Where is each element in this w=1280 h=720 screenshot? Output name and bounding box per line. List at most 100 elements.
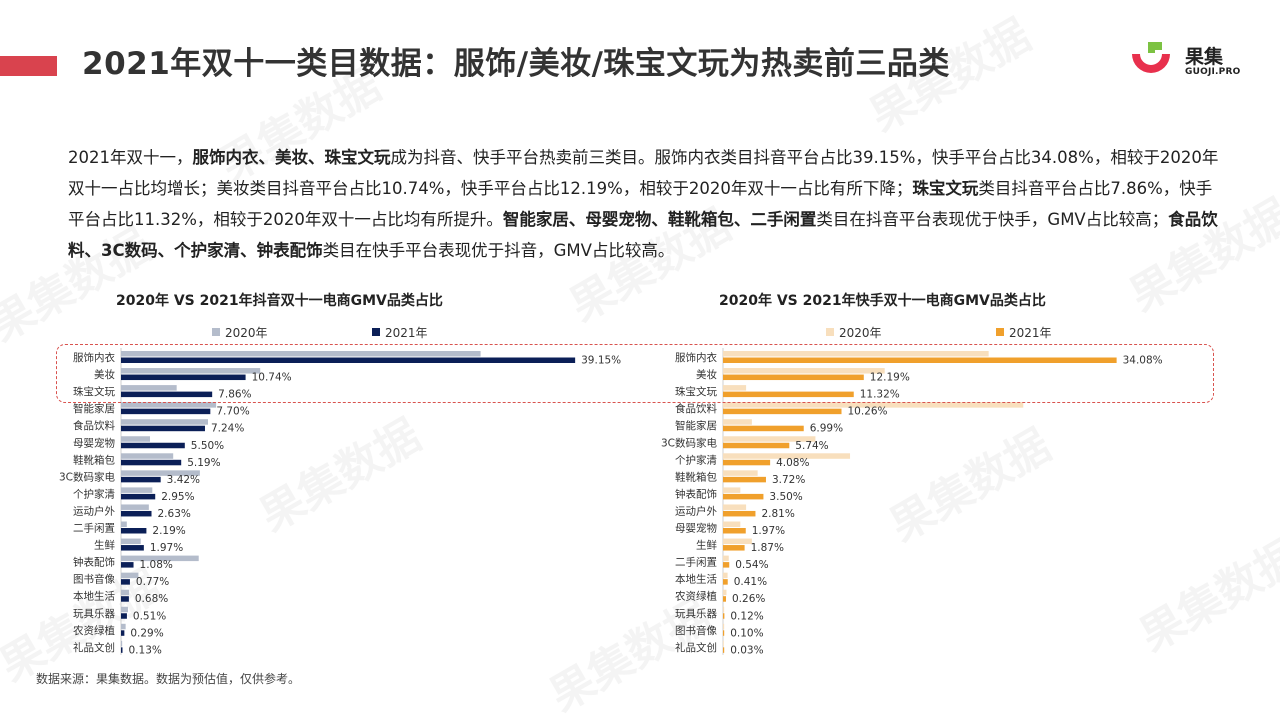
bar-2020 [121, 402, 217, 408]
summary-text: 类目在抖音平台表现优于快手，GMV占比较高； [816, 210, 1169, 229]
legend-label: 2020年 [839, 326, 882, 340]
bar-2020 [121, 351, 481, 357]
category-label: 农资绿植 [675, 590, 717, 603]
data-label: 0.03% [730, 644, 763, 656]
category-label: 鞋靴箱包 [675, 470, 717, 483]
data-label: 0.13% [129, 644, 162, 656]
bar-2020 [121, 419, 208, 425]
category-label: 3C数码家电 [661, 436, 718, 449]
page-title: 2021年双十一类目数据：服饰/美妆/珠宝文玩为热卖前三品类 [82, 46, 950, 82]
source-note: 数据来源：果集数据。数据为预估值，仅供参考。 [36, 672, 301, 686]
category-label: 农资绿植 [73, 624, 115, 637]
category-label: 本地生活 [675, 573, 717, 586]
data-label: 0.54% [735, 559, 768, 571]
category-label: 3C数码家电 [59, 470, 116, 483]
bar-2021 [121, 493, 156, 500]
bar-2020 [121, 589, 130, 596]
bar-2021 [723, 391, 854, 398]
category-label: 美妆 [696, 368, 717, 381]
bar-2021 [121, 425, 205, 432]
legend-item-2020: 2020年 [826, 324, 882, 341]
bar-2020 [121, 572, 139, 579]
bar-2021 [121, 510, 152, 517]
bar-2021 [723, 357, 1117, 363]
data-label: 0.26% [732, 593, 765, 605]
kuaishou-gmv-chart: 服饰内衣 34.08% 美妆 12.19% 珠宝文玩 11.32% 食品饮料 10.26% 智能… [661, 348, 1163, 656]
bar-2020 [723, 640, 724, 647]
data-label: 2.19% [152, 525, 185, 537]
bar-2021 [121, 459, 182, 466]
category-label: 礼品文创 [675, 641, 717, 654]
bar-2020 [121, 521, 127, 527]
bar-2020 [723, 589, 727, 596]
bar-2020 [121, 623, 126, 630]
legend-label: 2020年 [225, 326, 268, 340]
category-label: 钟表配饰 [675, 487, 717, 500]
category-label: 钟表配饰 [73, 556, 115, 569]
bar-2021 [723, 493, 764, 500]
category-label: 智能家居 [73, 402, 115, 415]
logo-name-cn: 果集 [1185, 46, 1224, 68]
bar-2021 [121, 476, 161, 483]
bar-2020 [723, 436, 816, 442]
category-label: 母婴宠物 [73, 436, 115, 449]
bar-2020 [121, 436, 150, 442]
data-label: 7.70% [216, 406, 249, 418]
category-label: 玩具乐器 [73, 608, 115, 620]
category-label: 本地生活 [73, 590, 115, 603]
legend-swatch-2020 [212, 328, 220, 336]
data-label: 1.87% [751, 542, 784, 554]
bar-2021 [723, 630, 725, 636]
category-label: 个护家清 [675, 453, 717, 466]
category-label: 个护家清 [73, 487, 115, 500]
category-label: 二手闲置 [73, 522, 115, 535]
data-label: 1.97% [150, 542, 183, 554]
legend-swatch-2021 [996, 328, 1004, 336]
category-label: 礼品文创 [73, 641, 115, 654]
category-label: 美妆 [94, 368, 115, 381]
data-label: 7.86% [218, 389, 251, 401]
category-label: 运动户外 [73, 504, 115, 517]
bar-2021 [121, 630, 125, 636]
category-label: 图书音像 [675, 624, 717, 637]
data-label: 0.12% [730, 610, 763, 622]
data-label: 2.95% [161, 491, 194, 503]
bar-2021 [121, 408, 211, 415]
bar-2021 [723, 596, 727, 602]
bar-2020 [121, 640, 123, 647]
data-label: 3.50% [769, 491, 802, 503]
data-label: 4.08% [776, 457, 809, 469]
summary-highlight: 珠宝文玩 [912, 179, 979, 198]
bar-2020 [723, 572, 728, 579]
bar-2021 [723, 579, 728, 585]
category-label: 服饰内衣 [675, 351, 717, 364]
summary-text: 2021年双十一， [68, 148, 193, 167]
legend-swatch-2020 [826, 328, 834, 336]
data-label: 34.08% [1123, 355, 1163, 367]
bar-2021 [121, 528, 147, 534]
data-label: 0.41% [734, 576, 767, 588]
douyin-gmv-chart: 服饰内衣 39.15% 美妆 10.74% 珠宝文玩 7.86% 智能家居 7.70% 食品饮料… [59, 348, 621, 656]
category-label: 智能家居 [675, 419, 717, 432]
bar-2020 [121, 487, 153, 493]
bar-2021 [723, 545, 745, 551]
bar-2021 [723, 647, 725, 653]
summary-highlight: 智能家居、母婴宠物、鞋靴箱包、二手闲置 [502, 210, 817, 229]
data-label: 1.08% [140, 559, 173, 571]
category-label: 食品饮料 [675, 402, 717, 415]
bar-2021 [121, 613, 127, 619]
data-label: 3.42% [167, 474, 200, 486]
kuaishou-chart-title: 2020年 VS 2021年快手双十一电商GMV品类占比 [719, 293, 1046, 309]
bar-2021 [121, 545, 144, 551]
summary-highlight: 食品饮料、3C数码、个护家清、钟表配饰 [68, 210, 1218, 260]
data-label: 12.19% [870, 372, 910, 384]
top3-highlight-box [56, 344, 1214, 403]
bar-2020 [723, 385, 747, 391]
data-label: 1.97% [752, 525, 785, 537]
bar-2021 [121, 562, 134, 568]
bar-2021 [723, 408, 842, 415]
legend-label: 2021年 [385, 326, 428, 340]
bar-2021 [121, 647, 123, 653]
bar-2021 [121, 374, 246, 381]
data-label: 0.77% [136, 576, 169, 588]
